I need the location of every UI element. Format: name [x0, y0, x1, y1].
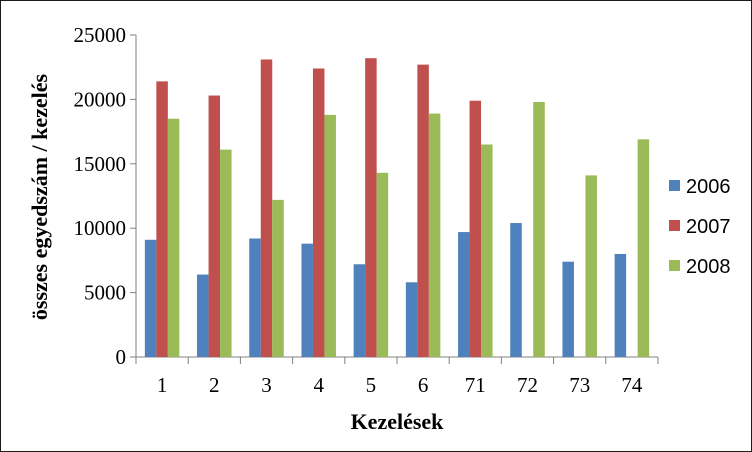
bar-2008-1	[167, 118, 180, 357]
y-tick-label: 25000	[74, 23, 127, 47]
y-tick-label: 20000	[74, 87, 127, 111]
bar-2007-1	[156, 81, 168, 358]
bar-2007-71	[469, 100, 482, 358]
x-tick-label: 73	[569, 373, 590, 397]
x-tick-label: 71	[465, 373, 486, 397]
legend-swatch-2008	[669, 260, 680, 271]
bar-2008-5	[376, 172, 389, 357]
y-tick-label: 5000	[84, 281, 126, 305]
bar-2007-5	[365, 58, 377, 358]
bar-2006-3	[249, 238, 261, 357]
bar-2007-3	[260, 59, 273, 358]
bar-2008-74	[637, 139, 650, 357]
bar-2007-6	[417, 64, 429, 358]
x-tick-label: 4	[313, 373, 324, 397]
bar-2006-5	[353, 264, 366, 357]
x-axis-title: Kezelések	[351, 409, 445, 434]
bar-2006-71	[458, 232, 470, 357]
y-tick-label: 0	[116, 345, 127, 369]
bar-2008-6	[428, 113, 441, 358]
bar-2006-2	[197, 274, 209, 357]
bar-2006-6	[405, 282, 418, 357]
legend-swatch-2007	[669, 220, 680, 231]
x-tick-label: 6	[418, 373, 429, 397]
y-tick-label: 15000	[74, 152, 127, 176]
bar-2008-4	[324, 114, 336, 357]
y-axis-title: összes egyedszám / kezelés	[27, 73, 52, 320]
bar-2007-2	[208, 95, 221, 357]
x-tick-label: 72	[517, 373, 538, 397]
legend-label-2008: 2008	[686, 256, 731, 278]
bar-2008-72	[533, 101, 545, 357]
legend-swatch-2006	[669, 180, 680, 191]
bar-2007-4	[312, 68, 325, 357]
bar-2006-73	[562, 261, 574, 357]
x-tick-label: 1	[157, 373, 168, 397]
bar-2006-72	[510, 223, 522, 357]
bar-2008-73	[585, 175, 597, 357]
x-tick-label: 3	[261, 373, 272, 397]
bar-2008-71	[481, 144, 493, 357]
legend-label-2007: 2007	[686, 216, 731, 238]
bar-2006-1	[144, 239, 157, 357]
legend-label-2006: 2006	[686, 176, 731, 198]
x-tick-label: 74	[621, 373, 643, 397]
x-tick-label: 5	[366, 373, 377, 397]
bar-2008-2	[220, 149, 232, 357]
plot-area: 0 5000 10000 15000 20000 25000 1 2 3 4 5 6 71 72 73 74	[74, 23, 659, 397]
x-tick-label: 2	[209, 373, 220, 397]
legend: 2006 2007 2008	[669, 176, 731, 278]
bar-2006-74	[614, 253, 627, 357]
bar-2006-4	[301, 243, 313, 357]
y-tick-label: 10000	[74, 216, 127, 240]
bar-2008-3	[272, 199, 284, 357]
